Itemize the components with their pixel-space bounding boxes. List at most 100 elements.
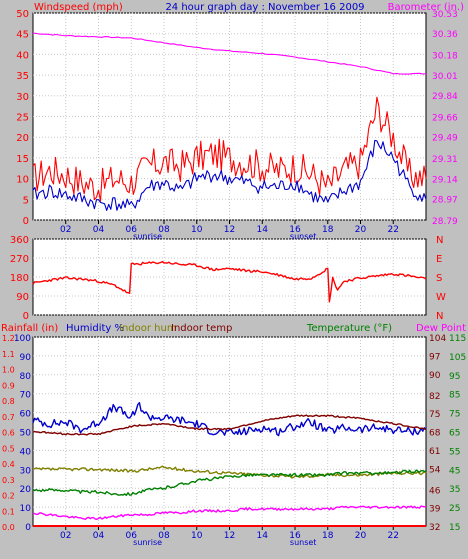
gust-series xyxy=(32,96,427,202)
temp-tick-label: 85 xyxy=(449,391,460,401)
barometer-series xyxy=(32,32,427,75)
temp-tick-label: 35 xyxy=(449,485,460,495)
wind-tick-label: 50 xyxy=(16,9,29,20)
rain-tick-label: 1.0 xyxy=(2,366,15,375)
temperature-axis-label: Temperature (°F) xyxy=(306,323,392,334)
direction-series xyxy=(32,260,427,303)
x-tick-label: 02 xyxy=(60,225,71,235)
x-tick-label: 18 xyxy=(322,531,334,541)
humidity-axis-label: Humidity % xyxy=(66,323,124,334)
x-tick-label: 08 xyxy=(158,531,170,541)
x-tick-label: 20 xyxy=(355,225,367,235)
rainfall-axis-label: Rainfall (in) xyxy=(1,323,58,334)
barometer-tick-label: 30.18 xyxy=(432,52,458,62)
wind-axis-label: Windspeed (mph) xyxy=(34,2,123,13)
temp-tick-label: 15 xyxy=(449,523,460,533)
sunset-label: sunset xyxy=(290,538,317,547)
rain-tick-label: 1.1 xyxy=(2,350,15,359)
x-tick-label: 10 xyxy=(191,531,203,541)
temp-tick-label: 65 xyxy=(449,429,460,439)
indoor-tick-label: 46 xyxy=(429,486,441,496)
temperature-series xyxy=(32,469,427,497)
temp-tick-label: 75 xyxy=(449,410,460,420)
wind-tick-label: 35 xyxy=(16,71,29,82)
wind-tick-label: 20 xyxy=(16,133,29,144)
barometer-axis-label: Barometer (in.) xyxy=(388,2,464,13)
humidity-tick-label: 50 xyxy=(20,429,32,439)
compass-label: E xyxy=(436,254,442,265)
rain-tick-label: 0.8 xyxy=(2,397,15,406)
indoor-tick-label: 90 xyxy=(429,371,441,381)
indoor_temp-series xyxy=(32,414,427,436)
barometer-tick-label: 29.66 xyxy=(432,114,458,124)
rain-tick-label: 0.0 xyxy=(2,523,15,532)
temp-tick-label: 95 xyxy=(449,372,460,382)
compass-label: N xyxy=(436,311,443,322)
humidity-tick-label: 0 xyxy=(25,523,31,533)
wind-tick-label: 10 xyxy=(16,175,29,186)
humidity-tick-label: 40 xyxy=(20,447,32,457)
barometer-tick-label: 29.14 xyxy=(432,175,458,185)
dewpoint-axis-label: Dew Point xyxy=(416,323,466,334)
humidity-series xyxy=(32,402,427,437)
temp-tick-label: 115 xyxy=(449,334,466,344)
indoor-tick-label: 61 xyxy=(429,447,440,457)
barometer-tick-label: 29.84 xyxy=(432,92,458,102)
compass-label: S xyxy=(436,273,442,284)
barometer-tick-label: 29.49 xyxy=(432,134,458,144)
sunrise-label: sunrise xyxy=(133,232,162,241)
rain-tick-label: 0.4 xyxy=(2,460,15,469)
indoor-tick-label: 82 xyxy=(429,392,440,402)
temp-tick-label: 55 xyxy=(449,447,460,457)
indoor-tick-label: 32 xyxy=(429,523,440,533)
rain-tick-label: 1.2 xyxy=(2,334,15,343)
temp-tick-label: 105 xyxy=(449,353,466,363)
wind-tick-label: 0 xyxy=(23,216,29,227)
compass-label: N xyxy=(436,235,443,246)
x-tick-label: 22 xyxy=(388,225,399,235)
humidity-tick-label: 70 xyxy=(20,391,32,401)
x-tick-label: 16 xyxy=(289,225,301,235)
indoor_hum-series xyxy=(32,465,427,479)
direction-tick-label: 270 xyxy=(10,254,29,265)
barometer-tick-label: 30.53 xyxy=(432,10,458,20)
humidity-tick-label: 20 xyxy=(20,485,32,495)
humidity-tick-label: 90 xyxy=(20,353,32,363)
barometer-tick-label: 30.36 xyxy=(432,30,458,40)
rain-tick-label: 0.3 xyxy=(2,476,15,485)
rain-tick-label: 0.1 xyxy=(2,507,15,516)
rain-tick-label: 0.6 xyxy=(2,429,15,438)
indoor-tick-label: 39 xyxy=(429,505,441,515)
indoor-tick-label: 104 xyxy=(429,334,446,344)
x-tick-label: 04 xyxy=(93,531,105,541)
x-tick-label: 16 xyxy=(289,531,301,541)
direction-tick-label: 90 xyxy=(16,292,29,303)
dew_point-series xyxy=(32,505,427,521)
x-tick-label: 14 xyxy=(257,531,269,541)
humidity-tick-label: 30 xyxy=(20,466,32,476)
compass-label: W xyxy=(436,292,446,303)
humidity-tick-label: 10 xyxy=(20,504,32,514)
x-tick-label: 08 xyxy=(158,225,170,235)
x-tick-label: 12 xyxy=(224,225,235,235)
x-tick-label: 10 xyxy=(191,225,203,235)
humidity-tick-label: 80 xyxy=(20,372,32,382)
indoor-hum-label: Indoor hum xyxy=(119,323,177,334)
humidity-tick-label: 60 xyxy=(20,410,32,420)
rain-tick-label: 0.5 xyxy=(2,444,15,453)
direction-tick-label: 180 xyxy=(10,273,29,284)
temp-plot-area xyxy=(32,336,427,527)
wind-tick-label: 5 xyxy=(23,195,29,206)
x-tick-label: 06 xyxy=(126,225,138,235)
direction-tick-label: 0 xyxy=(23,311,29,322)
sunrise-label: sunrise xyxy=(133,538,162,547)
x-tick-label: 04 xyxy=(93,225,105,235)
barometer-tick-label: 30.01 xyxy=(432,72,458,82)
x-tick-label: 14 xyxy=(257,225,269,235)
x-tick-label: 18 xyxy=(322,225,334,235)
rain-tick-label: 0.9 xyxy=(2,381,15,390)
wind-tick-label: 30 xyxy=(16,92,29,103)
temp-tick-label: 25 xyxy=(449,504,460,514)
x-tick-label: 02 xyxy=(60,531,71,541)
